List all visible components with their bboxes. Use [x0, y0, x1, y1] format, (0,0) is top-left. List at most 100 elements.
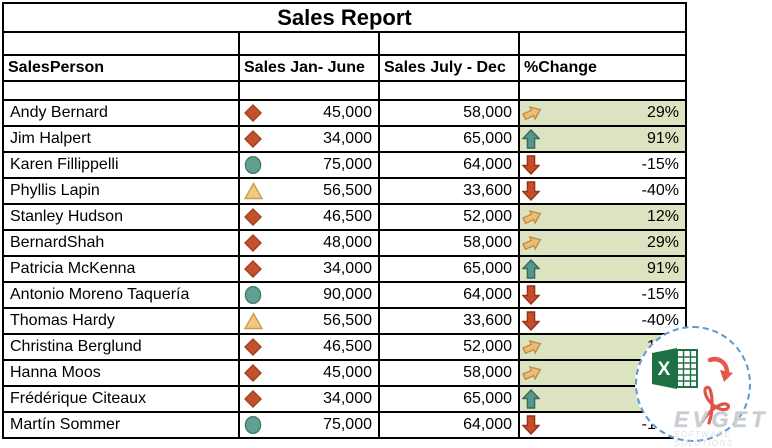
arrow-diag-icon — [522, 233, 543, 254]
july-dec-cell: 64,000 — [378, 151, 520, 179]
table-row: Jim Halpert 34,000 65,000 91% — [2, 125, 687, 153]
salesperson-cell: Thomas Hardy — [2, 307, 240, 335]
empty-cell — [238, 31, 380, 56]
salesperson-cell: Jim Halpert — [2, 125, 240, 153]
empty-cell — [238, 80, 380, 101]
pct-change-value: 29% — [646, 234, 679, 251]
empty-cell — [518, 80, 687, 101]
arrow-diag-icon — [522, 363, 543, 384]
jan-june-cell: 75,000 — [238, 411, 380, 439]
salesperson-cell: Frédérique Citeaux — [2, 385, 240, 413]
jan-june-cell: 45,000 — [238, 99, 380, 127]
watermark-tagline: SOFTWARE SOLUTIONS — [674, 430, 734, 448]
diamond-icon — [244, 390, 262, 408]
salesperson-cell: Antonio Moreno Taquería — [2, 281, 240, 309]
jan-june-cell: 45,000 — [238, 359, 380, 387]
jan-june-value: 56,500 — [323, 182, 372, 199]
arrow-down-icon — [521, 311, 541, 332]
july-dec-cell: 33,600 — [378, 177, 520, 205]
table-row: Patricia McKenna 34,000 65,000 91% — [2, 255, 687, 283]
pct-change-cell: 29% — [518, 99, 687, 127]
report-title: Sales Report — [2, 2, 687, 33]
july-dec-value: 58,000 — [463, 364, 512, 381]
sales-report-table: Sales Report SalesPerson Sales Jan- June… — [2, 2, 687, 439]
pct-change-value: -40% — [641, 312, 679, 329]
jan-june-value: 46,500 — [323, 208, 372, 225]
pct-change-cell: 12% — [518, 203, 687, 231]
jan-june-cell: 90,000 — [238, 281, 380, 309]
svg-text:X: X — [658, 359, 671, 380]
circle-icon — [244, 285, 262, 305]
diamond-icon — [244, 208, 262, 226]
table-row: BernardShah 48,000 58,000 29% — [2, 229, 687, 257]
pct-change-cell: -15% — [518, 151, 687, 179]
pct-change-value: 91% — [646, 260, 679, 277]
jan-june-value: 48,000 — [323, 234, 372, 251]
salesperson-name: Hanna Moos — [10, 364, 101, 381]
pct-change-value: -15% — [641, 156, 679, 173]
salesperson-name: Christina Berglund — [10, 338, 142, 355]
circle-icon — [244, 155, 262, 175]
july-dec-value: 33,600 — [463, 312, 512, 329]
diamond-icon — [244, 338, 262, 356]
july-dec-cell: 52,000 — [378, 203, 520, 231]
july-dec-cell: 58,000 — [378, 99, 520, 127]
jan-june-value: 34,000 — [323, 130, 372, 147]
pct-change-cell: 29% — [518, 229, 687, 257]
july-dec-value: 33,600 — [463, 182, 512, 199]
diamond-icon — [244, 364, 262, 382]
pdf-icon — [695, 384, 733, 426]
salesperson-cell: Phyllis Lapin — [2, 177, 240, 205]
july-dec-cell: 65,000 — [378, 255, 520, 283]
table-row: Antonio Moreno Taquería 90,000 64,000 -15% — [2, 281, 687, 309]
pct-change-value: 91% — [646, 130, 679, 147]
col-header-salesperson: SalesPerson — [2, 54, 240, 82]
salesperson-name: Patricia McKenna — [10, 260, 136, 277]
watermark-brand: EVGET — [674, 407, 769, 432]
jan-june-cell: 46,500 — [238, 333, 380, 361]
pct-change-cell: 91% — [518, 125, 687, 153]
triangle-icon — [243, 182, 264, 200]
pct-change-cell: 91% — [518, 255, 687, 283]
july-dec-value: 52,000 — [463, 208, 512, 225]
arrow-up-icon — [521, 388, 541, 410]
arrow-diag-icon — [522, 207, 543, 228]
jan-june-value: 45,000 — [323, 104, 372, 121]
july-dec-cell: 33,600 — [378, 307, 520, 335]
jan-june-cell: 56,500 — [238, 307, 380, 335]
table-body: Sales Report SalesPerson Sales Jan- June… — [2, 2, 687, 439]
diamond-icon — [244, 260, 262, 278]
salesperson-name: Martín Sommer — [10, 416, 121, 433]
empty-row — [2, 80, 687, 101]
july-dec-value: 65,000 — [463, 130, 512, 147]
circle-icon — [244, 415, 262, 435]
pct-change-cell: -40% — [518, 177, 687, 205]
july-dec-value: 65,000 — [463, 260, 512, 277]
table-row: Stanley Hudson 46,500 52,000 12% — [2, 203, 687, 231]
table-row: Andy Bernard 45,000 58,000 29% — [2, 99, 687, 127]
july-dec-cell: 64,000 — [378, 281, 520, 309]
jan-june-cell: 48,000 — [238, 229, 380, 257]
arrow-down-icon — [521, 181, 541, 202]
salesperson-cell: Andy Bernard — [2, 99, 240, 127]
july-dec-cell: 58,000 — [378, 229, 520, 257]
salesperson-cell: Karen Fillippelli — [2, 151, 240, 179]
salesperson-name: Andy Bernard — [10, 104, 108, 121]
salesperson-name: Karen Fillippelli — [10, 156, 119, 173]
jan-june-value: 34,000 — [323, 260, 372, 277]
col-header-pct-change: %Change — [518, 54, 687, 82]
table-row: Karen Fillippelli 75,000 64,000 -15% — [2, 151, 687, 179]
pct-change-value: -15% — [641, 286, 679, 303]
jan-june-value: 45,000 — [323, 364, 372, 381]
salesperson-cell: Martín Sommer — [2, 411, 240, 439]
jan-june-cell: 46,500 — [238, 203, 380, 231]
triangle-icon — [243, 312, 264, 330]
jan-june-cell: 34,000 — [238, 125, 380, 153]
header-row: SalesPerson Sales Jan- June Sales July -… — [2, 54, 687, 82]
jan-june-value: 34,000 — [323, 390, 372, 407]
salesperson-cell: Patricia McKenna — [2, 255, 240, 283]
